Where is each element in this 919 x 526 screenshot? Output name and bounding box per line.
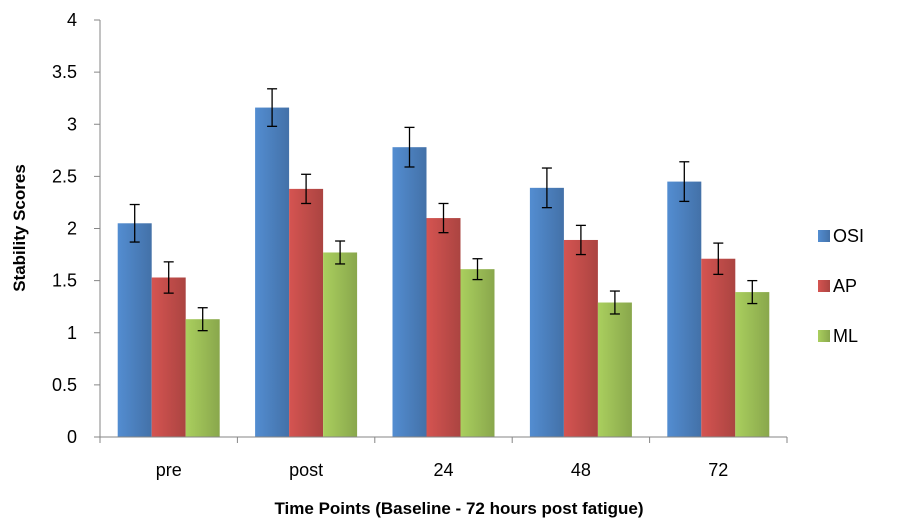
bar-osi-24 — [392, 147, 427, 437]
error-bar-ap-pre — [163, 261, 174, 294]
bar-ap-pre — [151, 277, 186, 437]
y-tick-label: 1.5 — [52, 271, 77, 291]
y-axis-title: Stability Scores — [10, 164, 29, 292]
error-bar-osi-48 — [541, 167, 552, 209]
error-bar-osi-72 — [679, 161, 690, 203]
x-tick-label: 72 — [708, 460, 728, 480]
legend-item-ml: ML — [818, 326, 858, 346]
bar-osi-48 — [529, 187, 564, 437]
error-bar-ml-pre — [197, 307, 208, 332]
legend-swatch — [818, 280, 830, 292]
bar-ap-48 — [563, 239, 598, 437]
y-tick-label: 0 — [67, 427, 77, 447]
error-bar-ml-72 — [747, 279, 758, 305]
bar-ap-post — [289, 188, 324, 437]
bar-ap-24 — [426, 218, 461, 437]
legend-label: AP — [833, 276, 857, 296]
bar-ml-post — [323, 252, 358, 437]
bar-osi-72 — [667, 181, 702, 437]
x-tick-label: post — [289, 460, 323, 480]
legend-swatch — [818, 330, 830, 342]
error-bar-ap-post — [301, 173, 312, 205]
legend-swatch — [818, 230, 830, 242]
bar-ap-72 — [701, 258, 736, 437]
x-tick-label: pre — [156, 460, 182, 480]
y-tick-label: 0.5 — [52, 375, 77, 395]
bar-osi-post — [255, 107, 290, 437]
error-bar-osi-pre — [129, 203, 140, 243]
error-bar-ml-post — [335, 240, 346, 265]
y-tick-label: 3 — [67, 114, 77, 134]
axes-layer: 0 0.5 1 1.5 2 2.5 3 3.5 4 pre post 24 48 72 — [52, 10, 788, 480]
legend-label: OSI — [833, 226, 864, 246]
legend-item-ap: AP — [818, 276, 857, 296]
error-bars-layer — [129, 88, 758, 332]
error-bar-ml-24 — [472, 258, 483, 281]
error-bar-ml-48 — [609, 290, 620, 315]
y-tick-label: 2.5 — [52, 166, 77, 186]
x-axis-title: Time Points (Baseline - 72 hours post fa… — [274, 499, 643, 518]
error-bar-ap-72 — [713, 242, 724, 276]
bars-layer — [117, 107, 770, 437]
error-bar-osi-post — [267, 88, 278, 127]
y-tick-label: 4 — [67, 10, 77, 30]
y-tick-label: 1 — [67, 323, 77, 343]
bar-ml-24 — [460, 269, 495, 437]
legend-item-osi: OSI — [818, 226, 864, 246]
legend-label: ML — [833, 326, 858, 346]
error-bar-ap-48 — [575, 224, 586, 256]
bar-ml-48 — [597, 302, 632, 437]
bar-ml-72 — [735, 292, 770, 437]
y-tick-label: 2 — [67, 219, 77, 239]
error-bar-ap-24 — [438, 202, 449, 234]
legend: OSI AP ML — [818, 226, 864, 346]
bar-osi-pre — [117, 223, 152, 437]
bar-ml-pre — [185, 319, 220, 437]
y-tick-label: 3.5 — [52, 62, 77, 82]
x-tick-label: 24 — [433, 460, 453, 480]
x-tick-label: 48 — [571, 460, 591, 480]
error-bar-osi-24 — [404, 126, 415, 168]
